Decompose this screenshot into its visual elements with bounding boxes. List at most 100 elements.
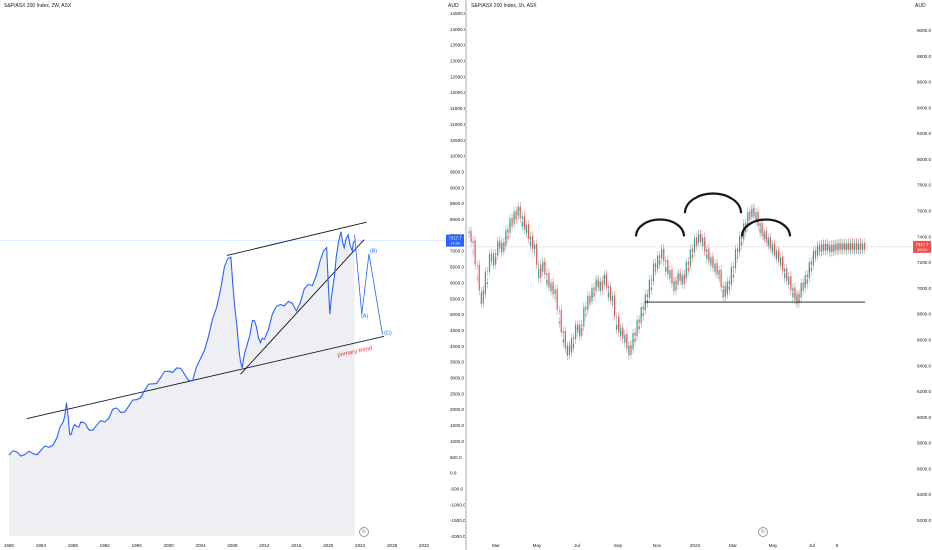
candle-body (634, 332, 636, 336)
y-tick-label-left: 8500.0 (450, 201, 464, 206)
y-tick-label-left: 8000.0 (450, 217, 464, 222)
arc-shoulder-3 (740, 218, 792, 237)
candle-body (552, 285, 554, 294)
candle-body (634, 338, 636, 343)
x-tick-label-left: 2012 (259, 543, 270, 548)
candle-body (572, 337, 575, 339)
candle-body (490, 253, 493, 262)
y-tick-label-right: 6200.0 (917, 389, 931, 394)
candle-body (589, 295, 591, 301)
y-tick-label-left: -1000.0 (450, 502, 465, 507)
y-tick-label-right: 7400.0 (917, 234, 931, 239)
candle-body (486, 282, 489, 285)
candle-body (616, 324, 618, 330)
y-tick-label-left: 11000.0 (450, 122, 465, 127)
candle-body (788, 281, 790, 285)
candle-body (745, 222, 747, 226)
candle-body (546, 279, 548, 285)
candle-body (792, 292, 794, 298)
y-tick-label-left: 14500.0 (450, 11, 465, 16)
chart-canvas-left[interactable]: -2000.0 -1500.0 -1000.0 -500.0 0.0 500.0 1000.… (0, 0, 465, 550)
chart-pane-left[interactable]: S&P/ASX 200 Index, 2W, ASX -2000.0 -1500.… (0, 0, 465, 550)
y-tick-label-right: 8400.0 (917, 105, 931, 110)
candle-body (472, 252, 474, 254)
candle-body (591, 287, 593, 298)
candle-body (507, 229, 509, 233)
x-tick-label-right: Jul (574, 543, 580, 548)
candle-body (685, 262, 687, 272)
candle-body (714, 266, 716, 272)
candle-body (534, 244, 536, 250)
candle-body (745, 229, 747, 233)
candle-body (540, 267, 542, 272)
candle-body (486, 271, 489, 272)
candle-body (542, 263, 544, 266)
chart-pane-right[interactable]: S&P/ASX 200 Index, 1h, ASX 5200.0 5400.0 5… (467, 0, 932, 550)
candle-body (821, 244, 823, 252)
candle-body (636, 320, 638, 330)
candle-body (519, 207, 521, 219)
candle-body (712, 259, 714, 268)
candle-body (677, 273, 679, 279)
candle-body (478, 277, 480, 291)
candle-body (476, 278, 478, 279)
y-tick-label-right: 6000.0 (917, 415, 931, 420)
candle-body (679, 272, 681, 281)
candle-body (675, 280, 677, 285)
candle-body (796, 294, 798, 305)
y-tick-label-left: 13500.0 (450, 43, 465, 48)
x-tick-label-left: 1996 (132, 543, 143, 548)
candle-body (599, 281, 601, 292)
candle-body (659, 255, 661, 259)
y-tick-label-right: 5200.0 (917, 518, 931, 523)
y-tick-label-right: 5600.0 (917, 466, 931, 471)
candle-body (698, 234, 700, 240)
candle-body (601, 280, 603, 285)
candle-body (741, 242, 743, 246)
candle-body (652, 263, 655, 272)
candle-body (804, 275, 806, 285)
candle-body (560, 321, 562, 333)
price-tag-value-right: 7317.7 (916, 242, 929, 247)
candle-body (669, 275, 671, 279)
candle-body (691, 255, 694, 259)
y-tick-label-left: 9500.0 (450, 169, 464, 174)
candle-body (472, 241, 474, 243)
reset-scale-icon-left[interactable]: ↻ (359, 527, 369, 537)
candle-body (613, 303, 616, 317)
candle-body (495, 253, 497, 256)
candle-body (585, 306, 587, 310)
candle-body (755, 216, 757, 221)
price-tag-right (913, 240, 931, 253)
candle-body (831, 245, 833, 252)
candle-body (497, 241, 499, 246)
x-tick-label-left: 2032 (419, 543, 430, 548)
candle-body (802, 282, 804, 288)
candle-body (673, 281, 675, 292)
candle-body (517, 208, 519, 212)
candle-body (732, 266, 735, 268)
y-tick-label-left: 10500.0 (450, 138, 465, 143)
candle-body (564, 338, 566, 349)
chart-canvas-right[interactable]: 5200.0 5400.0 5600.0 5800.0 6000.0 6200.0 6400… (467, 0, 932, 550)
candle-body (587, 295, 589, 305)
x-tick-label-right: May (769, 543, 778, 548)
x-tick-label-right: May (533, 543, 542, 548)
x-tick-label-right: Jul (809, 543, 815, 548)
y-tick-label-right: 5400.0 (917, 492, 931, 497)
pane-divider[interactable] (465, 0, 467, 550)
candle-body (663, 250, 665, 262)
y-tick-label-left: -500.0 (450, 486, 463, 491)
candle-body (603, 276, 605, 279)
candle-body (710, 260, 712, 266)
trend-line-lower (26, 335, 385, 420)
candle-body (851, 243, 853, 250)
candle-body (620, 331, 622, 337)
reset-scale-icon-right[interactable]: ↻ (758, 527, 768, 537)
candle-body (847, 243, 849, 250)
candle-body (529, 241, 532, 246)
chart-title-left: S&P/ASX 200 Index, 2W, ASX (4, 3, 72, 9)
candle-body (767, 241, 769, 246)
y-tick-label-right: 7800.0 (917, 183, 931, 188)
y-tick-label-right: 8000.0 (917, 157, 931, 162)
